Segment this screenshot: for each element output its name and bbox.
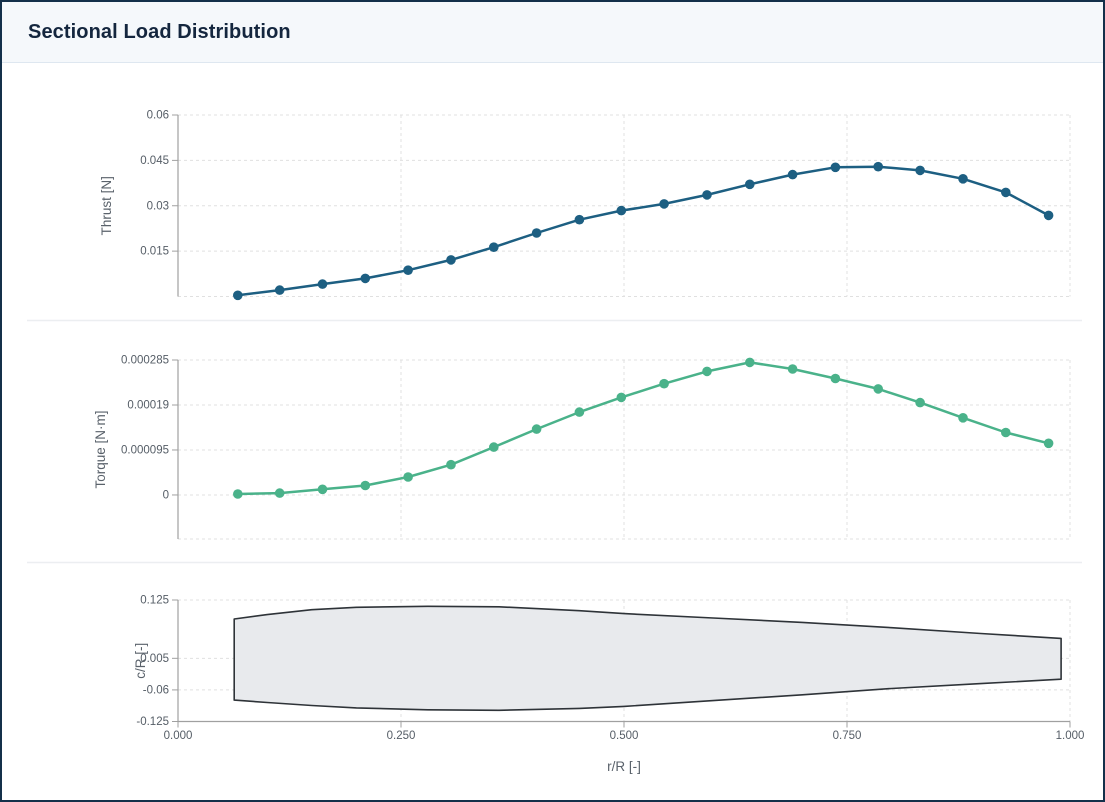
torque-data-point[interactable] [360, 480, 371, 491]
y-tick-label: 0.125 [140, 595, 169, 607]
torque-series-line [237, 361, 1049, 496]
thrust-data-point[interactable] [531, 228, 542, 238]
charts-container: 0.06 0.045 0.03 0.015 Thrust [N] 0.000285 0.00… [2, 63, 1103, 800]
planform-y-axis-title: c/R [-] [133, 643, 148, 679]
thrust-y-axis-title: Thrust [N] [99, 176, 114, 235]
thrust-data-point[interactable] [915, 165, 925, 176]
thrust-data-point[interactable] [274, 285, 285, 295]
y-tick-label: 0.000285 [121, 355, 169, 367]
torque-data-point[interactable] [1001, 427, 1011, 438]
thrust-series-line [237, 165, 1050, 297]
thrust-data-point[interactable] [403, 265, 413, 276]
torque-data-point[interactable] [489, 442, 499, 452]
panel-header: Sectional Load Distribution [2, 2, 1103, 63]
thrust-data-point[interactable] [702, 190, 712, 200]
y-tick-label: 0.00019 [127, 399, 169, 411]
torque-data-point[interactable] [1043, 438, 1054, 449]
planform-outline[interactable] [233, 605, 1062, 712]
thrust-data-point[interactable] [745, 179, 755, 190]
torque-data-point[interactable] [745, 357, 755, 368]
torque-chart: 0.000285 0.00019 0.000095 0 Torque [N·m] [93, 355, 1071, 540]
y-tick-label: 0.005 [140, 653, 169, 665]
thrust-data-point[interactable] [446, 255, 456, 265]
thrust-data-point[interactable] [873, 161, 883, 172]
y-tick-label: 0.06 [147, 110, 169, 122]
torque-data-point[interactable] [446, 459, 456, 470]
x-tick-label: 0.750 [833, 730, 862, 742]
thrust-data-point[interactable] [489, 242, 499, 252]
y-tick-label: 0.015 [140, 246, 169, 258]
torque-data-point[interactable] [574, 407, 585, 417]
thrust-data-point[interactable] [233, 290, 243, 301]
torque-y-axis-title: Torque [N·m] [93, 410, 108, 488]
torque-data-point[interactable] [233, 489, 243, 499]
y-tick-label: 0.045 [140, 155, 169, 167]
torque-data-point[interactable] [830, 373, 841, 384]
torque-data-point[interactable] [787, 364, 798, 374]
thrust-data-point[interactable] [574, 214, 585, 225]
x-axis-title: r/R [-] [607, 759, 641, 774]
x-tick-label: 1.000 [1056, 730, 1085, 742]
torque-data-point[interactable] [702, 366, 712, 377]
y-tick-label: -0.06 [143, 684, 169, 696]
y-tick-label: 0 [163, 489, 169, 501]
torque-data-point[interactable] [531, 424, 542, 434]
planform-chart: 0.125 0.005 -0.06 -0.125 c/R [-] 0.000 0.250 0.… [133, 595, 1084, 775]
x-tick-label: 0.000 [164, 730, 193, 742]
x-tick-label: 0.500 [610, 730, 639, 742]
torque-data-point[interactable] [958, 413, 968, 423]
torque-data-point[interactable] [659, 378, 669, 389]
torque-data-point[interactable] [873, 384, 883, 394]
thrust-data-point[interactable] [958, 174, 968, 184]
panel-title: Sectional Load Distribution [28, 20, 291, 43]
thrust-data-point[interactable] [659, 199, 669, 209]
torque-data-point[interactable] [616, 392, 627, 403]
thrust-data-point[interactable] [1001, 187, 1011, 198]
thrust-data-point[interactable] [616, 205, 627, 216]
thrust-data-point[interactable] [317, 279, 328, 289]
torque-data-point[interactable] [915, 397, 925, 408]
x-tick-label: 0.250 [387, 730, 416, 742]
torque-data-point[interactable] [317, 484, 328, 495]
thrust-data-point[interactable] [1043, 210, 1054, 221]
thrust-data-point[interactable] [830, 162, 841, 173]
thrust-data-point[interactable] [787, 169, 798, 180]
y-tick-label: 0.000095 [121, 444, 169, 456]
y-tick-label: -0.125 [136, 716, 169, 728]
thrust-chart: 0.06 0.045 0.03 0.015 Thrust [N] [99, 110, 1071, 301]
thrust-data-point[interactable] [360, 273, 371, 284]
torque-data-point[interactable] [403, 472, 413, 482]
y-tick-label: 0.03 [147, 200, 169, 212]
torque-data-point[interactable] [274, 488, 285, 498]
